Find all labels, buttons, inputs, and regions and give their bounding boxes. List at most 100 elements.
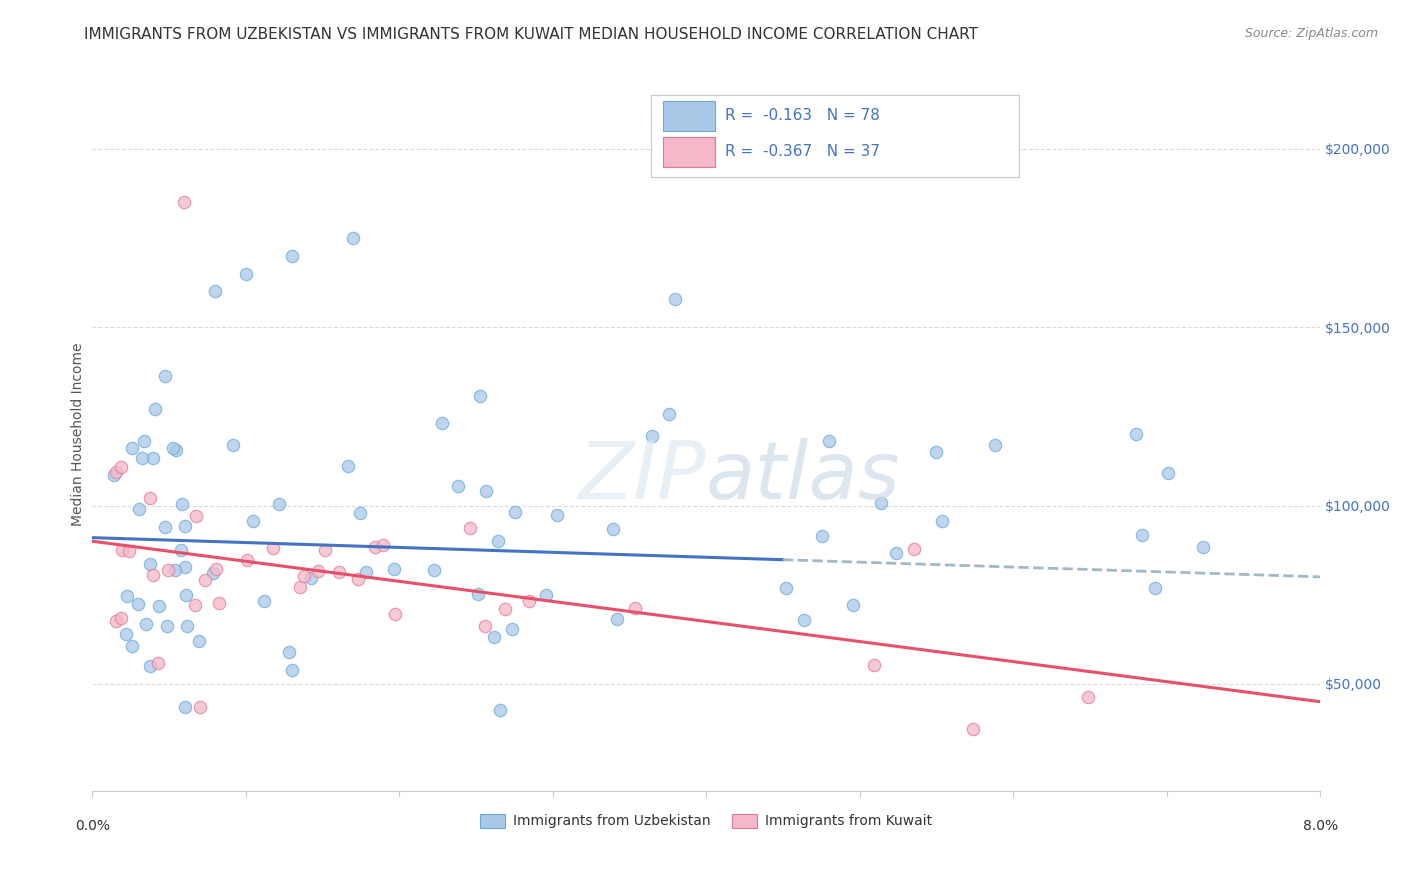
Point — [235, 267, 257, 281]
Point — [984, 438, 1007, 452]
Point — [188, 700, 211, 714]
Point — [467, 587, 489, 601]
Point — [139, 558, 162, 572]
Point — [165, 563, 187, 577]
Point — [288, 580, 311, 594]
Point — [139, 491, 162, 505]
Text: R =  -0.367   N = 37: R = -0.367 N = 37 — [724, 145, 880, 159]
Point — [606, 612, 628, 626]
Point — [534, 589, 557, 603]
Point — [925, 445, 948, 459]
Point — [430, 416, 453, 430]
Point — [111, 542, 134, 557]
Point — [184, 509, 207, 524]
Point — [474, 484, 496, 499]
Point — [172, 497, 194, 511]
Point — [148, 599, 170, 613]
Point — [474, 619, 496, 633]
Text: R =  -0.163   N = 78: R = -0.163 N = 78 — [724, 109, 880, 123]
Point — [546, 508, 568, 523]
Point — [146, 656, 169, 670]
Legend: Immigrants from Uzbekistan, Immigrants from Kuwait: Immigrants from Uzbekistan, Immigrants f… — [474, 808, 938, 834]
Point — [307, 564, 329, 578]
Point — [486, 534, 509, 549]
Point — [364, 541, 387, 555]
Point — [221, 437, 243, 451]
Point — [818, 434, 841, 449]
Text: IMMIGRANTS FROM UZBEKISTAN VS IMMIGRANTS FROM KUWAIT MEDIAN HOUSEHOLD INCOME COR: IMMIGRANTS FROM UZBEKISTAN VS IMMIGRANTS… — [84, 27, 979, 42]
Text: 0.0%: 0.0% — [75, 820, 110, 833]
Point — [103, 467, 125, 482]
Point — [842, 598, 865, 612]
Point — [174, 588, 197, 602]
Point — [931, 514, 953, 528]
Point — [903, 542, 925, 557]
Point — [170, 543, 193, 558]
Text: atlas: atlas — [706, 438, 901, 516]
Point — [1077, 690, 1099, 705]
Point — [134, 434, 156, 448]
Point — [423, 563, 446, 577]
Point — [201, 566, 224, 581]
Point — [775, 581, 797, 595]
Point — [187, 633, 209, 648]
Point — [165, 443, 187, 458]
Y-axis label: Median Household Income: Median Household Income — [72, 343, 86, 526]
Text: Source: ZipAtlas.com: Source: ZipAtlas.com — [1244, 27, 1378, 40]
Point — [884, 546, 907, 560]
Point — [278, 644, 301, 658]
Point — [173, 195, 195, 210]
Point — [1130, 528, 1153, 542]
Point — [299, 571, 322, 585]
Point — [115, 627, 138, 641]
FancyBboxPatch shape — [664, 101, 714, 131]
Point — [128, 502, 150, 516]
Point — [142, 450, 165, 465]
Point — [1144, 581, 1167, 595]
Point — [153, 520, 176, 534]
Point — [447, 478, 470, 492]
Point — [110, 610, 132, 624]
Point — [267, 497, 290, 511]
Point — [118, 543, 141, 558]
Point — [131, 451, 153, 466]
Point — [280, 249, 302, 263]
Point — [235, 552, 257, 566]
Point — [121, 441, 143, 455]
Point — [204, 285, 226, 299]
Point — [371, 537, 394, 551]
Point — [869, 496, 891, 510]
Point — [494, 602, 516, 616]
Point — [173, 700, 195, 714]
Point — [793, 613, 815, 627]
Point — [208, 596, 231, 610]
Point — [1192, 540, 1215, 554]
Point — [142, 568, 165, 582]
Point — [354, 566, 377, 580]
Point — [810, 529, 832, 543]
Point — [135, 617, 157, 632]
Point — [156, 563, 179, 577]
Point — [624, 600, 647, 615]
Point — [194, 573, 217, 587]
Point — [262, 541, 284, 555]
Point — [501, 623, 523, 637]
Point — [162, 441, 184, 455]
Point — [110, 460, 132, 475]
Point — [658, 408, 681, 422]
Point — [349, 506, 371, 520]
Point — [183, 598, 205, 612]
Point — [121, 639, 143, 653]
FancyBboxPatch shape — [664, 136, 714, 167]
Point — [156, 619, 179, 633]
Point — [281, 663, 304, 677]
Point — [468, 389, 491, 403]
Point — [174, 519, 197, 533]
Point — [863, 657, 886, 672]
Point — [342, 231, 364, 245]
Point — [174, 560, 197, 574]
Point — [962, 722, 984, 736]
Point — [489, 703, 512, 717]
Point — [602, 522, 624, 536]
Point — [347, 572, 370, 586]
